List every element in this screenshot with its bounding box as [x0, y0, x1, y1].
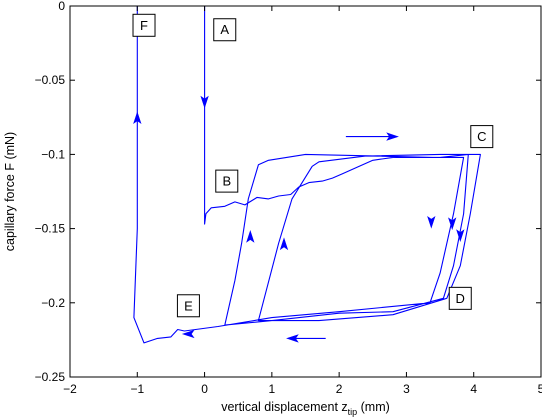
y-tick-label: −0.15 — [35, 222, 66, 236]
point-label-f: F — [132, 13, 156, 37]
point-label-text: A — [220, 22, 229, 37]
y-tick-label: −0.2 — [41, 296, 65, 310]
x-tick-label: −1 — [130, 382, 144, 396]
x-tick-label: 5 — [538, 382, 542, 396]
axis-ticks: −2 −1 0 1 2 3 4 5 −0.25 −0.2 −0.15 −0.1 −0.05 0 — [35, 0, 542, 396]
point-label-b: B — [215, 169, 239, 193]
direction-arrowhead-0 — [386, 132, 399, 141]
x-axis-title-subscript: tip — [348, 407, 358, 417]
point-label-text: B — [222, 174, 231, 189]
y-tick-label: −0.05 — [35, 73, 66, 87]
y-tick-label: 0 — [58, 0, 65, 13]
direction-arrowhead-1 — [286, 334, 299, 343]
point-label-text: F — [140, 18, 148, 33]
point-label-d: D — [448, 286, 472, 310]
series-line-0 — [133, 6, 481, 344]
x-tick-label: 0 — [201, 382, 208, 396]
point-label-text: D — [456, 291, 465, 306]
arrowhead-0 — [200, 95, 209, 109]
x-axis-title-unit: (mm) — [357, 400, 390, 414]
x-tick-label: −2 — [63, 382, 77, 396]
y-tick-label: −0.1 — [41, 147, 65, 161]
arrowhead-7 — [456, 229, 465, 242]
point-labels: F A B C D E — [132, 13, 494, 318]
point-label-c: C — [470, 125, 494, 149]
plot-area — [133, 6, 481, 344]
arrowhead-5 — [427, 215, 436, 229]
arrowhead-4 — [279, 237, 289, 251]
y-axis-title: capillary force F (mN) — [3, 132, 17, 251]
x-tick-label: 4 — [470, 382, 477, 396]
point-label-e: E — [176, 294, 200, 318]
arrowhead-2 — [181, 329, 195, 339]
x-tick-label: 1 — [269, 382, 276, 396]
x-axis-title-main: vertical displacement z — [221, 400, 347, 414]
x-tick-label: 2 — [336, 382, 343, 396]
arrowhead-1 — [133, 111, 142, 125]
point-label-a: A — [213, 18, 237, 42]
point-label-text: C — [477, 129, 486, 144]
point-label-text: E — [184, 298, 193, 313]
y-tick-label: −0.25 — [35, 370, 66, 384]
x-axis-title: vertical displacement ztip (mm) — [221, 400, 390, 417]
x-tick-label: 3 — [403, 382, 410, 396]
arrowhead-3 — [246, 230, 255, 243]
arrowhead-6 — [448, 217, 457, 231]
axes-box — [69, 5, 542, 378]
